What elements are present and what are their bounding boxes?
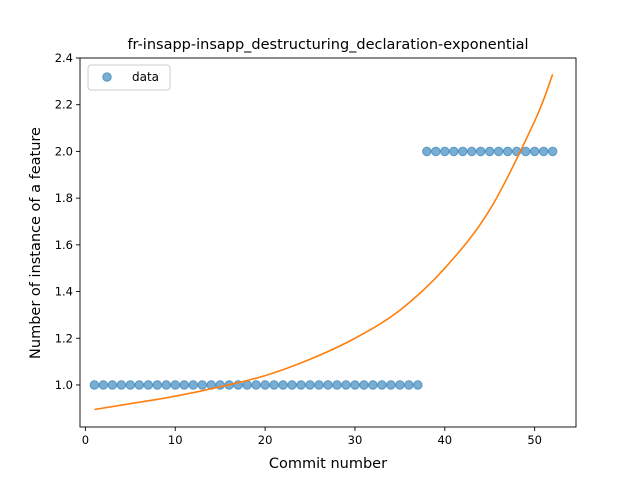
data-point bbox=[332, 380, 342, 390]
data-point bbox=[431, 146, 441, 157]
plot-area: 0 10 20 30 40 50 1.0 1.2 1.4 1.6 1.8 2.0 2.2 2.4 data bbox=[55, 51, 577, 447]
data-point bbox=[413, 380, 423, 390]
data-point bbox=[538, 146, 549, 157]
fit-curve-line bbox=[94, 74, 554, 411]
data-point bbox=[179, 380, 190, 390]
data-point bbox=[305, 380, 315, 390]
chart-title: fr-insapp-insapp_destructuring_declarati… bbox=[127, 37, 528, 53]
data-point bbox=[475, 146, 486, 157]
data-point bbox=[520, 146, 531, 157]
y-axis-label: Number of instance of a feature bbox=[28, 127, 44, 359]
x-axis-label: Commit number bbox=[269, 456, 387, 472]
y-tick-label: 1.4 bbox=[55, 285, 73, 299]
y-tick-label: 1.6 bbox=[55, 238, 73, 252]
data-point bbox=[422, 146, 432, 157]
data-point bbox=[89, 380, 100, 390]
data-point bbox=[314, 380, 324, 390]
y-tick-label: 2.4 bbox=[55, 51, 73, 65]
data-point bbox=[350, 380, 360, 390]
data-point bbox=[359, 380, 369, 390]
y-tick-label: 1.2 bbox=[55, 331, 73, 345]
data-point bbox=[269, 380, 279, 390]
data-point bbox=[440, 146, 450, 157]
data-point bbox=[161, 380, 172, 390]
legend-box bbox=[87, 64, 171, 91]
data-point bbox=[547, 146, 558, 157]
data-point bbox=[466, 146, 477, 157]
data-point bbox=[197, 380, 207, 390]
legend-label: data bbox=[132, 70, 159, 84]
x-tick-label: 40 bbox=[437, 433, 452, 447]
y-tick-label: 2.2 bbox=[55, 98, 73, 112]
data-point bbox=[529, 146, 540, 157]
data-point bbox=[449, 146, 459, 157]
legend-marker bbox=[102, 72, 112, 82]
y-tick-label: 1.0 bbox=[55, 378, 73, 392]
data-point bbox=[457, 146, 468, 157]
y-tick-label: 1.8 bbox=[55, 191, 73, 205]
x-tick-label: 20 bbox=[258, 433, 273, 447]
data-point bbox=[404, 380, 414, 390]
data-point bbox=[377, 380, 387, 390]
x-tick-label: 50 bbox=[527, 433, 542, 447]
data-point bbox=[251, 380, 261, 390]
data-point bbox=[287, 380, 297, 390]
data-point bbox=[170, 380, 181, 390]
axes-frame bbox=[79, 57, 577, 428]
data-point bbox=[188, 380, 199, 390]
x-tick-label: 10 bbox=[168, 433, 183, 447]
data-point bbox=[323, 380, 333, 390]
x-tick-label: 0 bbox=[82, 433, 89, 447]
data-point bbox=[278, 380, 288, 390]
data-point bbox=[134, 380, 145, 390]
data-point bbox=[296, 380, 306, 390]
data-point bbox=[107, 380, 118, 390]
data-point bbox=[125, 380, 136, 390]
x-tick-label: 30 bbox=[348, 433, 363, 447]
data-point bbox=[341, 380, 351, 390]
data-point bbox=[368, 380, 378, 390]
data-point bbox=[493, 146, 504, 157]
data-point bbox=[395, 380, 405, 390]
data-point bbox=[386, 380, 396, 390]
data-point bbox=[484, 146, 495, 157]
data-point bbox=[152, 380, 163, 390]
data-point bbox=[260, 380, 270, 390]
data-point bbox=[502, 146, 513, 157]
y-tick-label: 2.0 bbox=[55, 144, 73, 158]
data-point bbox=[98, 380, 109, 390]
data-point bbox=[143, 380, 154, 390]
data-point bbox=[116, 380, 127, 390]
